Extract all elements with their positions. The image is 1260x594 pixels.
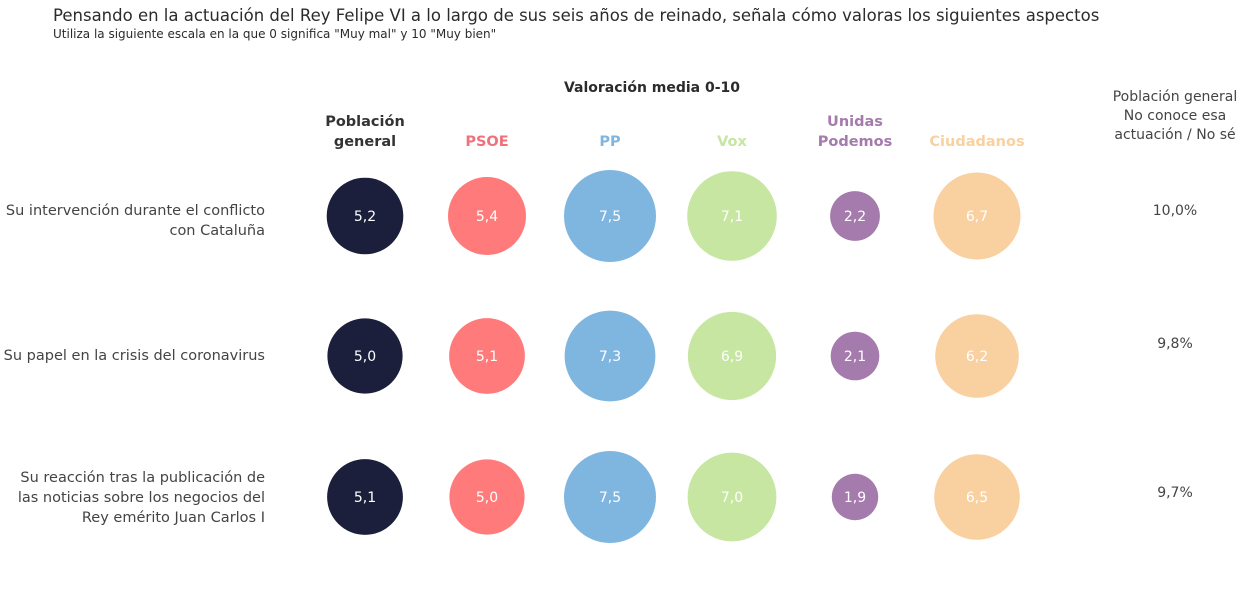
bubble: [830, 331, 880, 381]
bubble-label: 2,1: [844, 349, 866, 365]
bubble: [327, 459, 403, 535]
bubble: [564, 170, 656, 262]
row-label: Su reacción tras la publicación de las no…: [0, 468, 265, 528]
bubble: [935, 314, 1019, 398]
row-label-line: Rey emérito Juan Carlos I: [81, 510, 265, 526]
column-header: PP: [550, 110, 670, 152]
bubble: [687, 171, 777, 261]
bubble: [326, 177, 404, 255]
dont-know-value: 9,8%: [1157, 336, 1193, 352]
column-header-text: PSOE: [465, 134, 509, 150]
bubble: [449, 459, 525, 535]
column-header-text: Población general: [325, 114, 405, 150]
bubble-label: 6,7: [966, 209, 988, 225]
bubble-label: 5,2: [354, 209, 376, 225]
bubble-label: 7,1: [721, 209, 743, 225]
bubble: [831, 473, 879, 521]
bubble: [564, 451, 656, 543]
bubble: [564, 310, 656, 402]
row-label-line: las noticias sobre los negocios del: [17, 490, 265, 506]
column-header: Ciudadanos: [917, 110, 1037, 152]
column-header-text: Ciudadanos: [929, 134, 1025, 150]
dont-know-header-line: No conoce esa: [1123, 108, 1227, 124]
bubble-label: 5,1: [354, 490, 376, 506]
bubble: [449, 318, 525, 394]
bubble: [933, 172, 1021, 260]
row-label-line: con Cataluña: [169, 223, 265, 239]
dont-know-value: 9,7%: [1157, 485, 1193, 501]
column-header-text: PP: [599, 134, 621, 150]
dont-know-header: Población general No conoce esa actuació…: [1095, 88, 1255, 145]
column-header-text: Unidas Podemos: [817, 114, 893, 150]
chart-title: Pensando en la actuación del Rey Felipe …: [53, 6, 1100, 25]
dont-know-value: 10,0%: [1152, 203, 1198, 219]
bubble-label: 2,2: [844, 209, 866, 225]
chart-subtitle: Utiliza la siguiente escala en la que 0 …: [53, 27, 497, 41]
column-header: Unidas Podemos: [795, 110, 915, 152]
bubble-label: 6,2: [966, 349, 988, 365]
bubble-label: 1,9: [844, 490, 866, 506]
bubble-label: 6,9: [721, 349, 743, 365]
bubble: [830, 191, 880, 241]
row-label-line: Su reacción tras la publicación de: [20, 470, 265, 486]
dont-know-header-line: Población general: [1112, 89, 1238, 105]
row-label: Su intervención durante el conflicto con …: [0, 201, 265, 241]
row-label-line: Su intervención durante el conflicto: [5, 203, 265, 219]
row-label-line: Su papel en la crisis del coronavirus: [3, 348, 265, 364]
column-header: Población general: [305, 110, 425, 152]
bubble: [327, 318, 403, 394]
bubble-label: 7,5: [599, 209, 621, 225]
bubble-label: 5,0: [476, 490, 498, 506]
bubble-label: 5,1: [476, 349, 498, 365]
bubble: [448, 177, 526, 255]
column-header-text: Vox: [717, 134, 747, 150]
row-label: Su papel en la crisis del coronavirus: [0, 346, 265, 366]
bubble-label: 7,0: [721, 490, 743, 506]
bubble-label: 7,5: [599, 490, 621, 506]
bubble-label: 7,3: [599, 349, 621, 365]
bubble-label: 5,0: [354, 349, 376, 365]
dont-know-header-line: actuación / No sé: [1114, 127, 1236, 143]
bubble: [687, 452, 777, 542]
bubble-label: 5,4: [476, 209, 498, 225]
column-header: PSOE: [427, 110, 547, 152]
bubble: [934, 454, 1020, 540]
column-header: Vox: [672, 110, 792, 152]
bubble-label: 6,5: [966, 490, 988, 506]
group-title: Valoración media 0-10: [563, 80, 741, 96]
bubble: [687, 311, 777, 401]
